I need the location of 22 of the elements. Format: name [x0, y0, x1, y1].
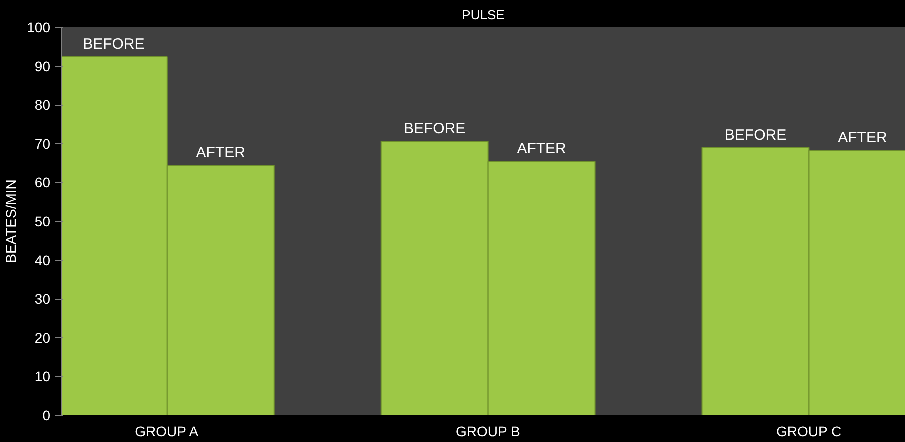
text: BEFORE: [724, 126, 787, 144]
text: AFTER: [838, 129, 888, 146]
y-tick-label: 80: [34, 97, 51, 114]
series-label: BEFORE: [83, 36, 145, 53]
y-tick-label: 90: [34, 58, 51, 74]
y-tick-label: 20: [34, 330, 51, 346]
y-tick-label: 30: [34, 291, 51, 308]
y-tick-label: 60: [34, 174, 51, 191]
y-axis-title: BEATES/MIN: [3, 180, 20, 264]
chart-title: PULSE: [462, 8, 506, 22]
text: AFTER: [517, 140, 566, 158]
y-tick-label: 40: [34, 252, 51, 268]
y-tick-label: 100: [27, 20, 51, 36]
x-tick-label: GROUP B: [456, 424, 520, 440]
series-label: AFTER: [196, 144, 246, 162]
y-tick-label: 0: [42, 408, 51, 424]
y-tick-label: 50: [34, 214, 51, 230]
y-tick-label: 10: [34, 368, 51, 385]
x-tick-label: GROUP C: [776, 424, 842, 440]
text: BEFORE: [404, 120, 466, 138]
x-tick-label: GROUP A: [135, 424, 200, 440]
y-tick-label: 70: [34, 136, 51, 152]
